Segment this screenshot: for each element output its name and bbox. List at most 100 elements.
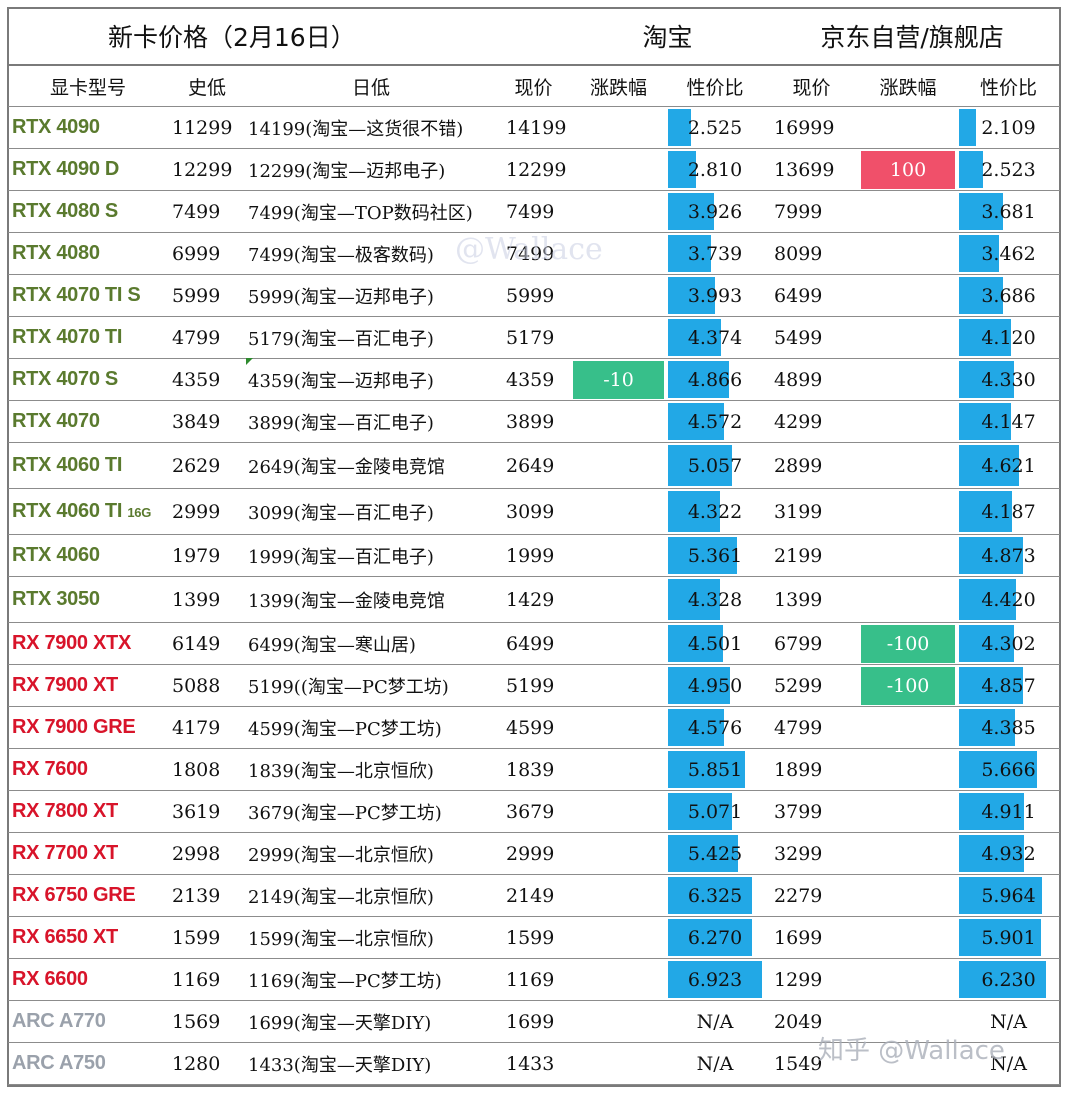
jd-ratio-cell: 3.462	[957, 232, 1061, 275]
table-row: RTX 3050 1399 1399(淘宝—金陵电竞馆 1429 4.328 1399 4.…	[8, 576, 1061, 623]
tb-change-cell	[571, 916, 667, 959]
model-cell: RTX 4070 TI S	[8, 274, 168, 317]
jd-change-cell	[859, 400, 958, 443]
tb-price-cell: 4359	[496, 358, 572, 401]
jd-price-cell: 13699	[764, 148, 860, 191]
jd-price-cell: 4899	[764, 358, 860, 401]
jd-change-cell	[859, 1042, 958, 1085]
hist-low-cell: 1569	[168, 1000, 246, 1043]
hist-low-cell: 5999	[168, 274, 246, 317]
tb-change-cell	[571, 958, 667, 1001]
hist-low-cell: 4359	[168, 358, 246, 401]
jd-change-cell: -100	[859, 622, 958, 665]
tb-ratio-cell: 3.739	[666, 232, 765, 275]
jd-ratio-cell: 4.873	[957, 534, 1061, 577]
model-cell: RX 7900 XT	[8, 664, 168, 707]
day-low-cell: 5199((淘宝—PC梦工坊)	[246, 664, 496, 707]
ratio-bar	[668, 403, 725, 440]
col-tb-price: 现价	[496, 65, 572, 107]
tb-ratio-cell: 5.425	[666, 832, 765, 875]
jd-ratio-cell: 4.420	[957, 576, 1061, 623]
ratio-value: 4.385	[981, 716, 1036, 739]
ratio-value: 3.926	[687, 200, 743, 223]
tb-price-cell: 5179	[496, 316, 572, 359]
model-cell: RX 6750 GRE	[8, 874, 168, 917]
day-low-cell: 2149(淘宝—北京恒欣)	[246, 874, 496, 917]
model-cell: RTX 4080 S	[8, 190, 168, 233]
jd-change-cell	[859, 316, 958, 359]
ratio-bar	[959, 919, 1041, 956]
ratio-bar	[959, 151, 984, 188]
tb-ratio-cell: N/A	[666, 1042, 765, 1085]
jd-change-cell	[859, 706, 958, 749]
col-tb-change: 涨跌幅	[571, 65, 667, 107]
ratio-value: 4.950	[687, 674, 743, 697]
hist-low-cell: 1399	[168, 576, 246, 623]
jd-ratio-cell: 4.385	[957, 706, 1061, 749]
ratio-value: N/A	[696, 1052, 734, 1075]
tb-price-cell: 1839	[496, 748, 572, 791]
ratio-value: 6.325	[687, 884, 743, 907]
hist-low-cell: 11299	[168, 106, 246, 149]
ratio-bar	[959, 667, 1023, 704]
ratio-bar	[959, 793, 1024, 830]
model-subtitle: 16G	[127, 505, 152, 520]
jd-ratio-cell: 4.187	[957, 488, 1061, 535]
jd-change-cell	[859, 576, 958, 623]
ratio-bar	[959, 445, 1019, 486]
tb-price-cell: 1429	[496, 576, 572, 623]
ratio-value: 2.109	[981, 116, 1036, 139]
ratio-bar	[959, 751, 1037, 788]
jd-ratio-cell: 3.681	[957, 190, 1061, 233]
table-row: RX 7900 GRE 4179 4599(淘宝—PC梦工坊) 4599 4.576 47…	[8, 706, 1061, 749]
price-table: 新卡价格（2月16日） 淘宝 京东自营/旗舰店 显卡型号 史低 日低 现价 涨跌…	[8, 8, 1061, 1085]
model-cell: ARC A750	[8, 1042, 168, 1085]
tb-change-cell	[571, 790, 667, 833]
jd-price-cell: 2279	[764, 874, 860, 917]
table-row: RTX 4090 D 12299 12299(淘宝—迈邦电子) 12299 2.810 1…	[8, 148, 1061, 191]
ratio-bar	[668, 319, 722, 356]
change-badge: 100	[861, 150, 956, 189]
tb-price-cell: 3899	[496, 400, 572, 443]
model-name: RTX 4070	[12, 410, 100, 432]
tb-ratio-cell: 6.923	[666, 958, 765, 1001]
tb-change-cell	[571, 706, 667, 749]
ratio-value: N/A	[990, 1010, 1027, 1033]
jd-change-cell	[859, 748, 958, 791]
day-low-cell: 7499(淘宝—极客数码)	[246, 232, 496, 275]
model-name: RTX 3050	[12, 588, 100, 610]
model-cell: RX 7700 XT	[8, 832, 168, 875]
model-name: RX 7900 GRE	[12, 716, 136, 738]
tb-ratio-cell: 5.851	[666, 748, 765, 791]
jd-price-cell: 16999	[764, 106, 860, 149]
jd-price-cell: 3199	[764, 488, 860, 535]
ratio-bar	[668, 961, 763, 998]
table-row: RX 6650 XT 1599 1599(淘宝—北京恒欣) 1599 6.270 1699…	[8, 916, 1061, 959]
col-hist-low: 史低	[168, 65, 246, 107]
hist-low-cell: 6999	[168, 232, 246, 275]
tb-change-cell	[571, 274, 667, 317]
ratio-bar	[668, 151, 696, 188]
tb-ratio-cell: 2.525	[666, 106, 765, 149]
tb-price-cell: 2999	[496, 832, 572, 875]
tb-price-cell: 1699	[496, 1000, 572, 1043]
hist-low-cell: 2629	[168, 442, 246, 489]
day-low-cell: 2649(淘宝—金陵电竞馆	[246, 442, 496, 489]
jd-ratio-cell: 4.147	[957, 400, 1061, 443]
tb-ratio-cell: 4.328	[666, 576, 765, 623]
jd-price-cell: 2199	[764, 534, 860, 577]
ratio-bar	[668, 835, 738, 872]
cell-comment-marker	[246, 358, 253, 365]
ratio-bar	[959, 625, 1014, 662]
ratio-bar	[668, 919, 752, 956]
model-cell: RTX 4060 TI 16G	[8, 488, 168, 535]
taobao-header: 淘宝	[571, 8, 765, 66]
day-low-cell: 5179(淘宝—百汇电子)	[246, 316, 496, 359]
model-cell: RX 7900 XTX	[8, 622, 168, 665]
ratio-value: 4.501	[687, 632, 743, 655]
hist-low-cell: 5088	[168, 664, 246, 707]
day-low-cell: 2999(淘宝—北京恒欣)	[246, 832, 496, 875]
model-cell: RX 7800 XT	[8, 790, 168, 833]
ratio-bar	[959, 277, 1004, 314]
jd-price-cell: 6799	[764, 622, 860, 665]
